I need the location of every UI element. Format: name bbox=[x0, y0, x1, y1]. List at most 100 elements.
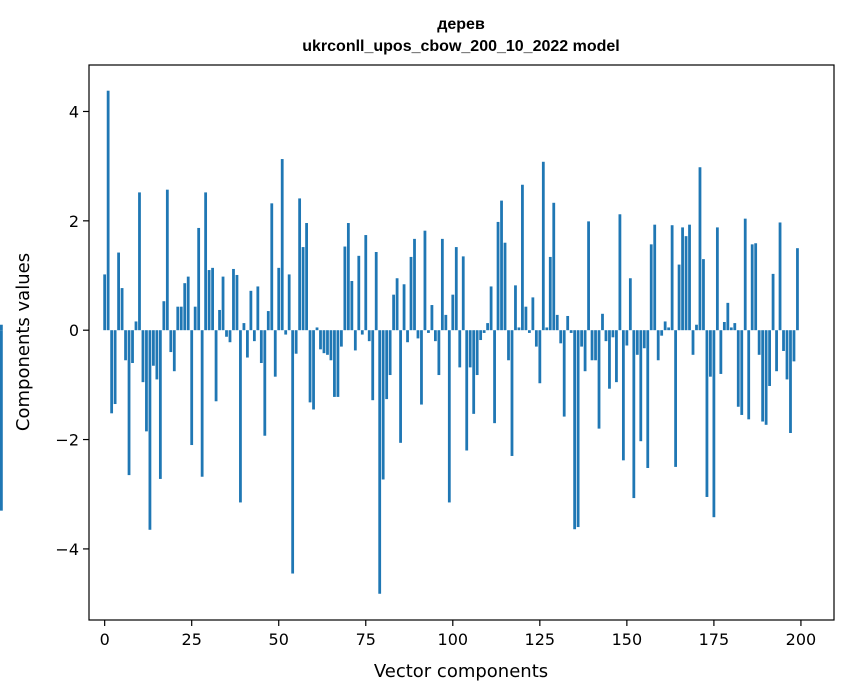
x-tick-label: 150 bbox=[612, 630, 643, 649]
bar bbox=[733, 323, 737, 331]
bar bbox=[294, 330, 298, 354]
bar bbox=[301, 247, 305, 331]
bar bbox=[792, 330, 796, 362]
bar bbox=[778, 222, 782, 331]
bar bbox=[691, 330, 695, 355]
bar bbox=[437, 330, 441, 376]
bar bbox=[573, 330, 577, 530]
bar bbox=[228, 330, 232, 343]
bar bbox=[594, 330, 597, 361]
bar bbox=[454, 247, 458, 331]
bar bbox=[322, 330, 326, 354]
bar bbox=[319, 330, 322, 350]
bar bbox=[681, 227, 684, 331]
bar bbox=[131, 330, 134, 364]
bar bbox=[409, 256, 413, 331]
bar bbox=[329, 330, 333, 361]
bar bbox=[750, 244, 754, 331]
bar bbox=[127, 330, 131, 476]
bar bbox=[601, 313, 604, 331]
bar bbox=[350, 280, 354, 331]
bar bbox=[635, 330, 639, 355]
bar bbox=[360, 330, 364, 335]
bar bbox=[461, 256, 465, 331]
bar bbox=[287, 274, 291, 331]
y-tick-label: −2 bbox=[55, 431, 79, 450]
bar bbox=[514, 285, 517, 331]
bar bbox=[378, 330, 382, 594]
x-tick-label: 75 bbox=[356, 630, 376, 649]
bar bbox=[743, 218, 747, 331]
bar bbox=[138, 192, 141, 331]
chart-title: дерев bbox=[437, 16, 485, 33]
bar bbox=[364, 235, 368, 331]
bar bbox=[722, 322, 726, 331]
bar bbox=[186, 276, 190, 331]
bar bbox=[183, 283, 187, 331]
bar bbox=[503, 242, 507, 331]
bar bbox=[326, 330, 329, 355]
bar bbox=[615, 330, 618, 383]
bar bbox=[646, 330, 650, 468]
bar bbox=[656, 330, 660, 361]
bar bbox=[587, 221, 590, 331]
bar bbox=[406, 330, 409, 343]
bar bbox=[343, 246, 347, 331]
bar bbox=[715, 227, 719, 331]
bar bbox=[475, 330, 479, 376]
bar bbox=[507, 330, 510, 361]
bar bbox=[782, 330, 785, 351]
bar bbox=[736, 330, 740, 407]
bar bbox=[740, 330, 744, 415]
bar bbox=[235, 274, 239, 331]
bar bbox=[768, 330, 771, 386]
x-tick-label: 0 bbox=[100, 630, 110, 649]
bar bbox=[277, 267, 281, 331]
bar bbox=[482, 330, 486, 333]
bar bbox=[531, 297, 535, 331]
bar bbox=[0, 330, 3, 511]
bar bbox=[521, 184, 524, 331]
bar bbox=[632, 330, 636, 499]
bar bbox=[427, 330, 430, 333]
bar bbox=[569, 330, 573, 333]
bar bbox=[169, 330, 173, 353]
bar bbox=[608, 330, 611, 389]
bar bbox=[420, 330, 423, 405]
bar bbox=[576, 330, 580, 528]
bar bbox=[705, 330, 709, 497]
bar bbox=[653, 224, 657, 331]
bar bbox=[649, 244, 653, 331]
bar bbox=[214, 330, 218, 402]
bar bbox=[538, 330, 542, 384]
bar bbox=[416, 330, 420, 339]
bar bbox=[284, 330, 288, 335]
bar bbox=[674, 330, 677, 467]
bar bbox=[232, 268, 235, 331]
bar bbox=[155, 330, 159, 380]
bar bbox=[663, 321, 667, 331]
bar bbox=[709, 330, 712, 377]
chart-subtitle: ukrconll_upos_cbow_200_10_2022 model bbox=[302, 38, 619, 55]
x-axis-ticks: 0 25 50 75 100 125 150 175 200 bbox=[100, 620, 816, 649]
bar bbox=[524, 306, 528, 331]
bar bbox=[103, 274, 107, 331]
bar bbox=[242, 323, 246, 331]
bar bbox=[562, 330, 566, 417]
bar bbox=[729, 327, 733, 331]
bar bbox=[667, 327, 671, 331]
y-tick-label: 4 bbox=[69, 102, 79, 121]
x-tick-label: 100 bbox=[438, 630, 469, 649]
bar bbox=[625, 330, 629, 346]
bar bbox=[221, 276, 225, 331]
bar bbox=[395, 278, 399, 331]
bar bbox=[684, 236, 688, 331]
bar bbox=[305, 223, 308, 331]
bar bbox=[176, 306, 180, 331]
bar bbox=[273, 330, 277, 377]
bar bbox=[0, 324, 3, 331]
bar bbox=[447, 330, 451, 503]
bar bbox=[152, 330, 155, 366]
x-tick-label: 50 bbox=[269, 630, 289, 649]
bar bbox=[604, 330, 608, 342]
